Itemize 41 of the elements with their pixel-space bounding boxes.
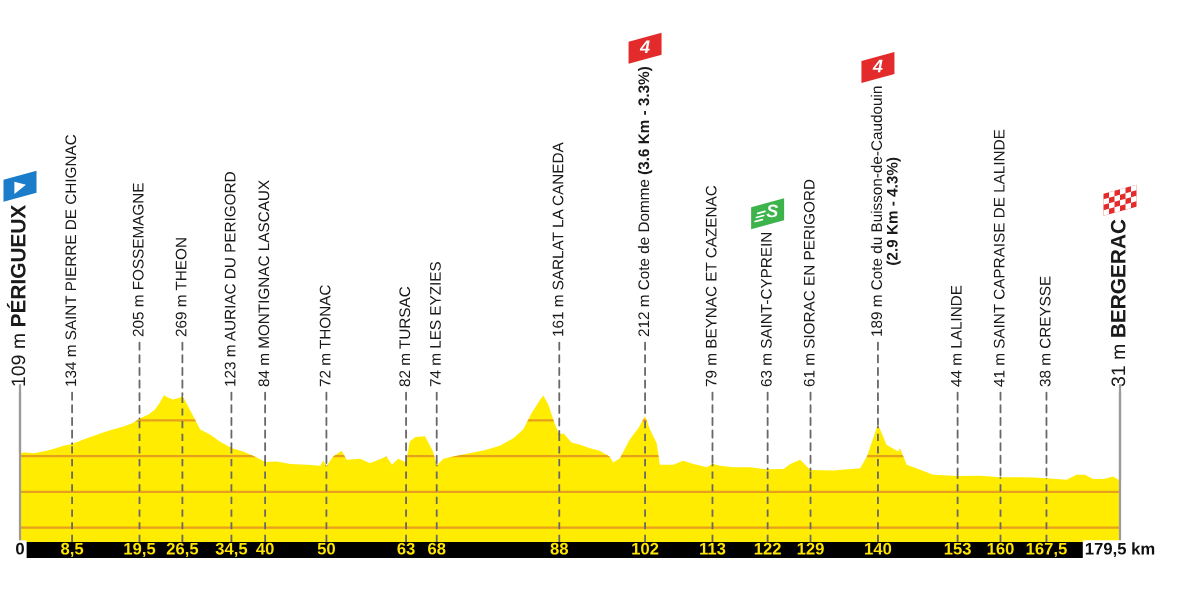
annotation: 31 m BERGERAC [1110,219,1126,387]
x-tick-label: 63 [397,542,415,555]
annotation: 82 m TURSAC [399,286,411,387]
annotation: 74 m LES EYZIES [430,262,441,387]
text: 4 [639,40,650,53]
x-tick-label: 68 [428,542,446,555]
x-tick-label: 140 [865,542,892,555]
annotation: 79 m BEYNAC ET CAZENAC [705,185,717,387]
annotation: 205 m FOSSEMAGNE [132,183,144,337]
x-tick-label: 26,5 [166,542,199,558]
x-tick-label: 40 [256,542,274,555]
x-tick-label: 113 [700,542,726,555]
text: S [766,204,779,218]
annotation: 161 m SARLAT LA CANEDA [552,142,564,336]
x-tick-label: 167,5 [1026,542,1067,558]
x-tick-label: 160 [987,542,1014,555]
annotation: 109 m PÉRIGUEUX [6,204,26,386]
x-tick-label: 8,5 [61,542,84,558]
annotation: 63 m SAINT-CYPREIN [760,232,772,387]
x-tick-label: 153 [944,542,971,555]
x-tick-label: 179,5 km [1085,542,1155,558]
x-tick-label: 88 [550,542,569,555]
x-tick-label: 122 [754,542,781,555]
annotation: 189 m Cote du Buisson-de-Caudouin (2.9 Km - 4.3%) [870,86,901,336]
x-tick-label: 19,5 [124,542,156,558]
annotation: 123 m AURIAC DU PERIGORD [224,172,236,386]
annotation: 72 m THONAC [319,285,331,387]
annotation: 38 m CREYSSE [1039,276,1051,387]
x-tick-label: 0 [16,542,24,555]
annotation: 134 m SAINT PIERRE DE CHIGNAC [65,134,77,386]
annotation: 44 m LALINDE [951,285,962,387]
x-tick-label: 34,5 [215,542,248,558]
annotation: 61 m SIORAC EN PERIGORD [803,179,815,387]
annotation: 269 m THEON [175,238,187,337]
x-tick-label: 50 [317,542,335,555]
x-tick-label: 102 [632,542,659,555]
text: 4 [872,59,883,73]
annotation: 84 m MONTIGNAC LASCAUX [258,180,270,387]
annotation: 41 m SAINT CAPRAISE DE LALINDE [993,129,1005,387]
x-tick-label: 129 [797,542,824,555]
annotation: 212 m Cote de Domme (3.6 Km - 3.3%) [637,66,653,337]
